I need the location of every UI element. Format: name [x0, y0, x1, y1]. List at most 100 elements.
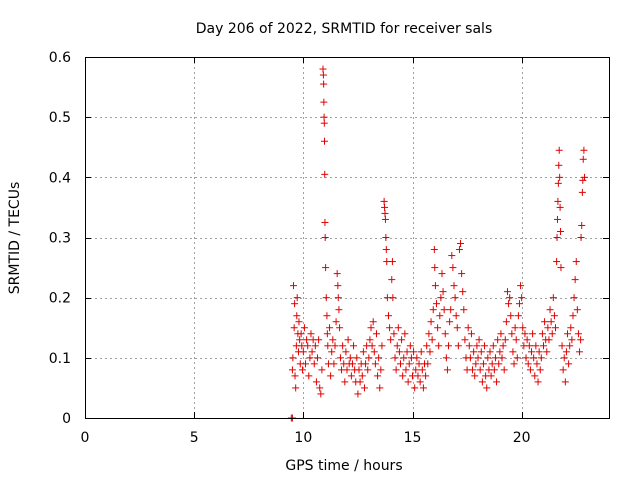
data-point [477, 348, 485, 356]
data-point [450, 282, 458, 290]
data-point [353, 354, 361, 362]
data-point [501, 336, 509, 344]
y-tick-label: 0.2 [49, 291, 71, 307]
data-point [359, 348, 367, 356]
data-point [440, 306, 448, 314]
y-axis-label: SRMTID / TECUs [7, 182, 23, 295]
data-point [487, 372, 495, 380]
data-point [558, 342, 566, 350]
data-point [381, 203, 389, 211]
data-point [391, 354, 399, 362]
data-point [402, 366, 410, 374]
data-point [400, 354, 408, 362]
data-point [579, 155, 587, 163]
x-tick-label: 5 [190, 430, 199, 446]
x-tick-label: 0 [81, 430, 90, 446]
data-point [290, 282, 298, 290]
data-point [507, 312, 515, 320]
data-point [511, 324, 519, 332]
data-point [567, 324, 575, 332]
data-point [433, 300, 441, 308]
data-point [333, 270, 341, 278]
data-point [343, 366, 351, 374]
y-tick-label: 0.6 [49, 50, 71, 66]
data-point [396, 360, 404, 368]
data-point [548, 330, 556, 338]
data-point [393, 342, 401, 350]
data-point [288, 366, 296, 374]
data-point [321, 218, 329, 226]
data-point [413, 354, 421, 362]
data-point [428, 336, 436, 344]
data-point [570, 294, 578, 302]
data-point [442, 354, 450, 362]
data-point [322, 264, 330, 272]
data-point [429, 306, 437, 314]
data-point [460, 306, 468, 314]
data-point [320, 80, 328, 88]
data-point [416, 378, 424, 386]
data-point [320, 113, 328, 121]
data-point [493, 378, 501, 386]
data-point [437, 294, 445, 302]
data-point [510, 360, 518, 368]
data-point [564, 330, 572, 338]
data-point [476, 366, 484, 374]
data-point [377, 366, 385, 374]
data-point [417, 348, 425, 356]
data-point [512, 336, 520, 344]
data-point [427, 318, 435, 326]
data-point [495, 360, 503, 368]
data-point [370, 348, 378, 356]
data-point [317, 390, 325, 398]
x-tick-labels: 0 5 10 15 20 [81, 430, 531, 446]
data-point [562, 348, 570, 356]
y-tick-label: 0.5 [49, 110, 71, 126]
data-point [527, 348, 535, 356]
data-point [577, 336, 585, 344]
data-point [448, 252, 456, 260]
data-point [531, 372, 539, 380]
data-point [526, 366, 534, 374]
data-point [503, 288, 511, 296]
data-point [324, 342, 332, 350]
data-point [298, 342, 306, 350]
data-point [293, 294, 301, 302]
data-point [291, 300, 299, 308]
data-point [451, 294, 459, 302]
y-tick-label: 0.3 [49, 231, 71, 247]
data-point [399, 372, 407, 380]
data-point [298, 366, 306, 374]
data-point [320, 119, 328, 127]
data-point [354, 390, 362, 398]
data-point [411, 384, 419, 392]
data-point [447, 306, 455, 314]
data-point [435, 342, 443, 350]
data-point [306, 354, 314, 362]
data-point [431, 282, 439, 290]
x-axis-label: GPS time / hours [285, 458, 402, 474]
data-point [355, 366, 363, 374]
data-point [452, 312, 460, 320]
data-point [329, 336, 337, 344]
data-point [547, 318, 555, 326]
data-point [557, 264, 565, 272]
data-point [500, 366, 508, 374]
data-point [449, 264, 457, 272]
data-point [424, 360, 432, 368]
data-point [378, 342, 386, 350]
data-point [552, 324, 560, 332]
data-point [481, 342, 489, 350]
data-point [541, 318, 549, 326]
data-point [360, 384, 368, 392]
data-point [474, 354, 482, 362]
data-point [523, 336, 531, 344]
data-point [478, 378, 486, 386]
data-point [479, 360, 487, 368]
data-point [524, 360, 532, 368]
data-point [296, 336, 304, 344]
data-point [545, 336, 553, 344]
data-point [382, 246, 390, 254]
data-point [321, 234, 329, 241]
data-point [321, 137, 329, 145]
